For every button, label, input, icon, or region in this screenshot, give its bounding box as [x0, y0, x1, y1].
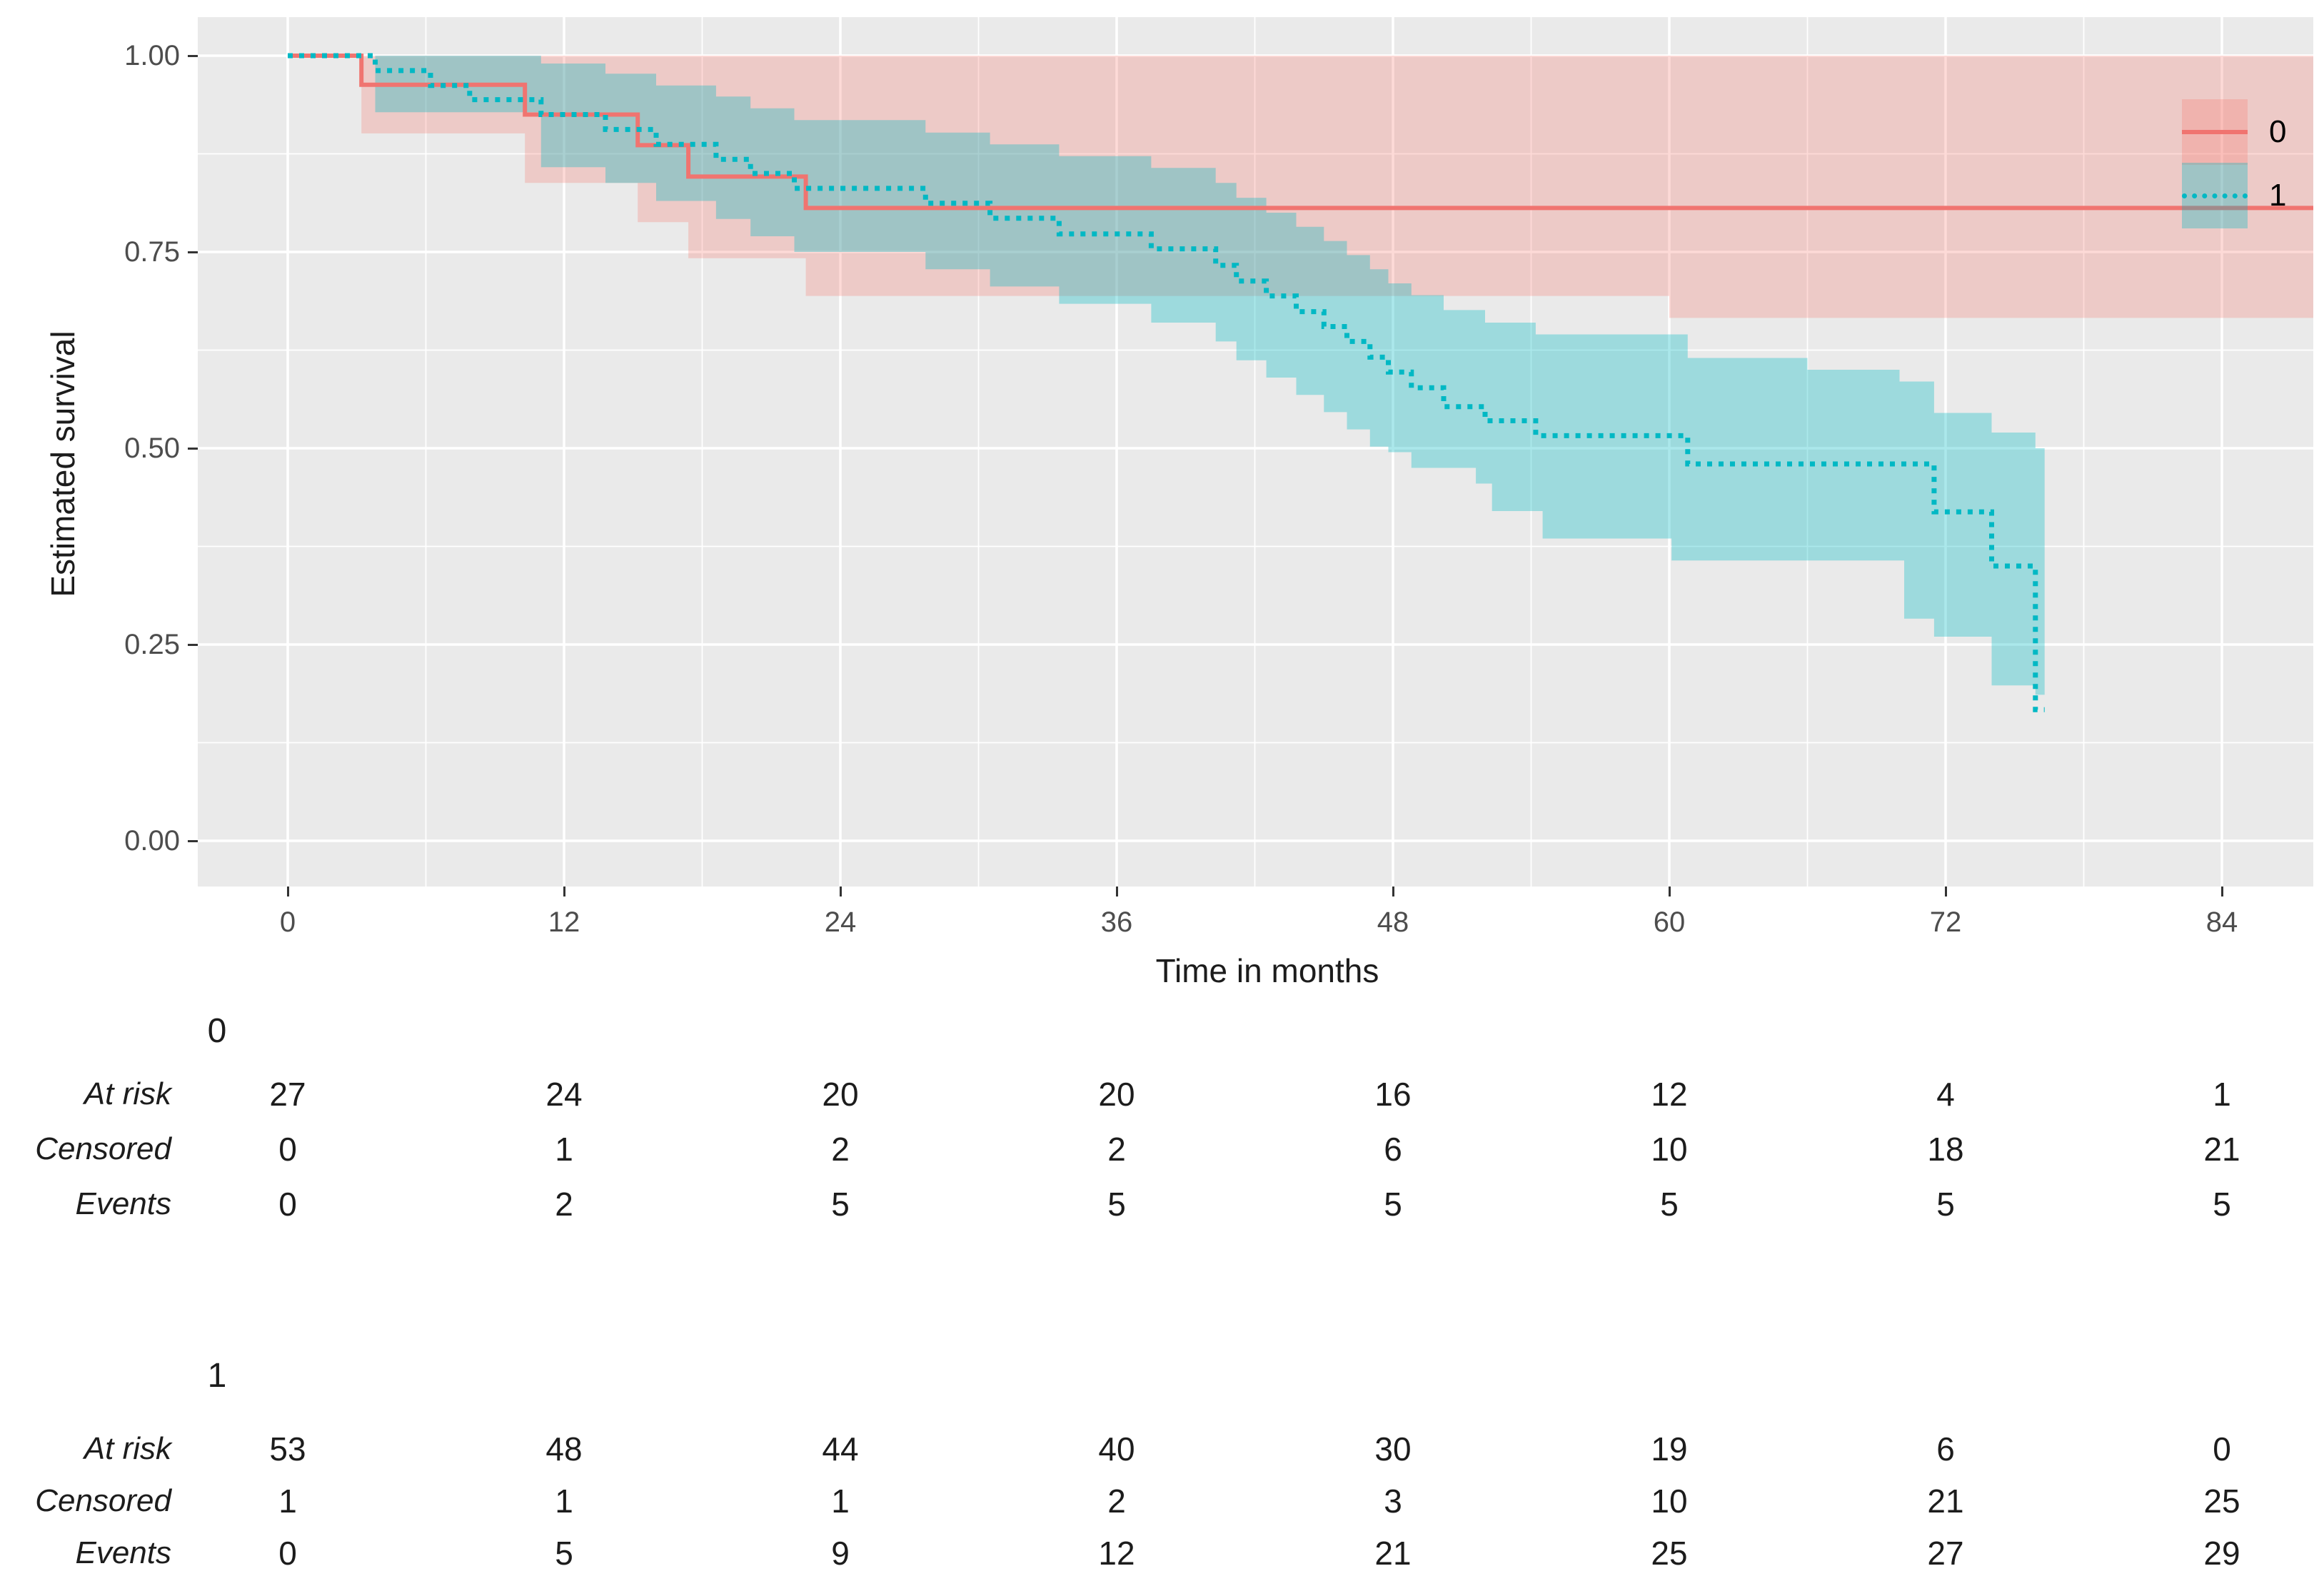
risk-table-value: 20	[822, 1076, 859, 1113]
risk-table-value: 6	[1384, 1131, 1402, 1168]
risk-table-value: 1	[2213, 1076, 2231, 1113]
risk-table-value: 3	[1384, 1483, 1402, 1520]
risk-table-value: 1	[555, 1483, 573, 1520]
risk-table-value: 5	[2213, 1186, 2231, 1223]
risk-table-value: 1	[831, 1483, 850, 1520]
x-tick-mark	[2220, 887, 2223, 896]
risk-table-value: 10	[1651, 1131, 1688, 1168]
risk-table-value: 1	[278, 1483, 297, 1520]
risk-table-value: 5	[1660, 1186, 1679, 1223]
x-tick-mark	[839, 887, 842, 896]
plot-panel	[198, 17, 2313, 887]
risk-table-value: 48	[545, 1430, 583, 1468]
risk-table-value: 2	[1107, 1483, 1126, 1520]
risk-table-value: 16	[1374, 1076, 1412, 1113]
risk-table-value: 6	[1936, 1430, 1955, 1468]
y-tick-mark	[188, 54, 198, 57]
y-tick-mark	[188, 643, 198, 646]
risk-table-value: 2	[1107, 1131, 1126, 1168]
x-tick-label: 60	[1653, 906, 1686, 938]
survival-chart	[198, 17, 2313, 887]
legend-label-1: 1	[2269, 178, 2287, 213]
x-tick-label: 0	[279, 906, 296, 938]
y-tick-label: 1.00	[124, 40, 180, 71]
risk-table-value: 12	[1651, 1076, 1688, 1113]
risk-table-value: 20	[1098, 1076, 1135, 1113]
y-tick-mark	[188, 251, 198, 253]
x-axis-title: Time in months	[1155, 952, 1379, 989]
risk-table-value: 0	[278, 1186, 297, 1223]
x-tick-label: 24	[824, 906, 857, 938]
x-tick-label: 36	[1100, 906, 1133, 938]
risk-table-row-label: Events	[75, 1186, 171, 1221]
risk-table-value: 9	[831, 1535, 850, 1572]
y-axis-title: Estimated survival	[44, 330, 81, 597]
risk-table-value: 25	[2203, 1483, 2240, 1520]
y-tick-mark	[188, 447, 198, 450]
confidence-band-group-1	[375, 56, 2045, 695]
risk-table-value: 2	[555, 1186, 573, 1223]
risk-table-value: 19	[1651, 1430, 1688, 1468]
risk-table-value: 27	[269, 1076, 306, 1113]
risk-table-group-header: 1	[207, 1357, 227, 1395]
legend-key-line-0	[2182, 130, 2248, 134]
risk-table-value: 21	[1374, 1535, 1412, 1572]
risk-table-group-header: 0	[207, 1012, 227, 1050]
risk-table-value: 27	[1927, 1535, 1964, 1572]
y-tick-label: 0.25	[124, 629, 180, 660]
risk-table-value: 4	[1936, 1076, 1955, 1113]
risk-table-value: 21	[2203, 1131, 2240, 1168]
risk-table-row-label: At risk	[84, 1431, 171, 1466]
risk-table-value: 44	[822, 1430, 859, 1468]
risk-table-value: 53	[269, 1430, 306, 1468]
x-tick-label: 48	[1377, 906, 1409, 938]
y-tick-label: 0.75	[124, 236, 180, 268]
legend-key-1	[2182, 163, 2248, 228]
risk-table-row-label: At risk	[84, 1076, 171, 1111]
risk-table-value: 40	[1098, 1430, 1135, 1468]
y-tick-label: 0.00	[124, 825, 180, 857]
x-tick-mark	[286, 887, 289, 896]
risk-table-value: 1	[555, 1131, 573, 1168]
risk-table-value: 30	[1374, 1430, 1412, 1468]
x-tick-mark	[1392, 887, 1394, 896]
x-tick-mark	[563, 887, 565, 896]
confidence-band-group-0	[361, 56, 2313, 318]
legend-key-0	[2182, 99, 2248, 165]
x-tick-label: 12	[548, 906, 580, 938]
risk-table-value: 21	[1927, 1483, 1964, 1520]
survival-curve-group-1	[288, 53, 2045, 712]
risk-table-value: 25	[1651, 1535, 1688, 1572]
risk-table-value: 0	[278, 1131, 297, 1168]
risk-table-value: 5	[1107, 1186, 1126, 1223]
risk-table-row-label: Censored	[35, 1131, 171, 1166]
risk-table-row-label: Censored	[35, 1483, 171, 1518]
risk-table-value: 5	[555, 1535, 573, 1572]
y-tick-mark	[188, 839, 198, 842]
risk-table-value: 0	[2213, 1430, 2231, 1468]
x-tick-mark	[1668, 887, 1671, 896]
risk-table-row-label: Events	[75, 1535, 171, 1570]
legend-key-line-1	[2182, 193, 2248, 198]
x-tick-mark	[1944, 887, 1947, 896]
x-tick-mark	[1115, 887, 1118, 896]
legend-label-0: 0	[2269, 114, 2287, 149]
risk-table-value: 29	[2203, 1535, 2240, 1572]
risk-table-value: 2	[831, 1131, 850, 1168]
risk-table-value: 24	[545, 1076, 583, 1113]
risk-table-value: 12	[1098, 1535, 1135, 1572]
risk-table-value: 18	[1927, 1131, 1964, 1168]
x-tick-label: 84	[2205, 906, 2238, 938]
y-tick-label: 0.50	[124, 433, 180, 464]
risk-table-value: 0	[278, 1535, 297, 1572]
risk-table-value: 10	[1651, 1483, 1688, 1520]
risk-table-value: 5	[831, 1186, 850, 1223]
risk-table-value: 5	[1384, 1186, 1402, 1223]
risk-table-value: 5	[1936, 1186, 1955, 1223]
x-tick-label: 72	[1929, 906, 1962, 938]
